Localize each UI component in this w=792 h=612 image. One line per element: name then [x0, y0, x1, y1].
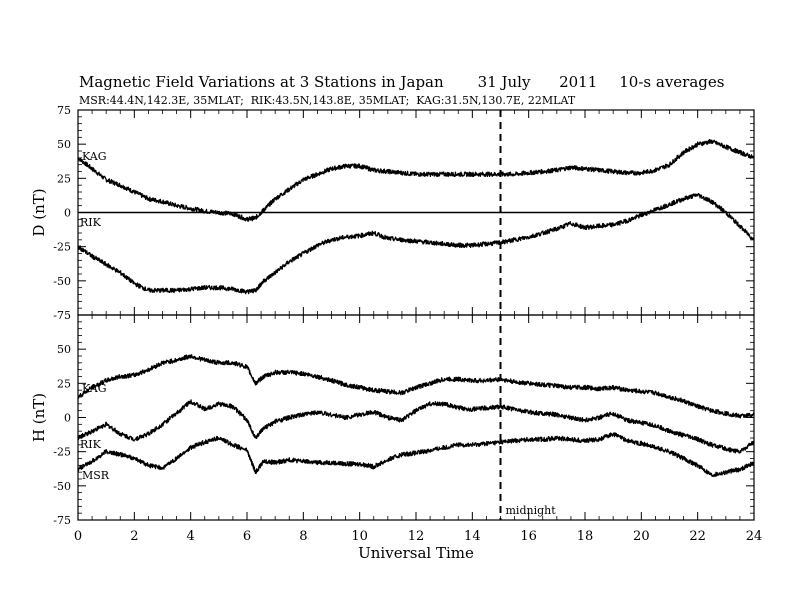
- y-tick-label: -25: [53, 241, 71, 254]
- x-tick-label: 2: [130, 529, 138, 544]
- y-tick-label: 0: [64, 412, 71, 425]
- y-tick-label: 0: [64, 207, 71, 220]
- x-tick-label: 24: [746, 529, 763, 544]
- series-label-rik: RIK: [80, 438, 102, 451]
- x-axis-label: Universal Time: [358, 544, 474, 562]
- series-line-kag: [77, 139, 755, 222]
- y-tick-label: 50: [57, 138, 71, 151]
- x-tick-label: 16: [520, 529, 537, 544]
- x-tick-label: 14: [464, 529, 481, 544]
- x-tick-label: 18: [577, 529, 594, 544]
- y-tick-label: -50: [53, 275, 71, 288]
- top-panel-d: 75 50 25 0 -25 -50 -75 D (nT) KAG RIK: [30, 104, 755, 322]
- y-tick-label: -75: [53, 309, 71, 322]
- title-date: 31 July 2011: [477, 73, 598, 91]
- title-main: Magnetic Field Variations at 3 Stations …: [79, 73, 444, 91]
- y-axis-label: H (nT): [30, 393, 48, 442]
- y-tick-label: -50: [53, 480, 71, 493]
- series-line-rik: [77, 399, 755, 454]
- x-tick-label: 12: [408, 529, 425, 544]
- series-line-rik: [77, 193, 755, 295]
- series-label-kag: KAG: [82, 150, 107, 163]
- series-label-kag: KAG: [82, 382, 107, 395]
- series-label-msr: MSR: [82, 469, 110, 482]
- y-tick-label: 25: [57, 377, 71, 390]
- series-line-kag: [77, 354, 755, 419]
- x-tick-label: 10: [351, 529, 368, 544]
- y-axis-label: D (nT): [30, 188, 48, 236]
- y-tick-label: 25: [57, 172, 71, 185]
- title-averaging: 10-s averages: [619, 73, 725, 91]
- y-tick-label: -25: [53, 446, 71, 459]
- series-line-msr: [77, 432, 755, 478]
- x-tick-label: 6: [243, 529, 251, 544]
- y-tick-label: 50: [57, 343, 71, 356]
- midnight-label: midnight: [506, 504, 557, 517]
- x-tick-label: 20: [633, 529, 650, 544]
- plot-frame: [77, 314, 755, 521]
- stations-subtitle: MSR:44.4N,142.3E, 35MLAT; RIK:43.5N,143.…: [79, 94, 576, 107]
- y-tick-label: 75: [57, 104, 71, 117]
- x-tick-label: 0: [74, 529, 82, 544]
- x-tick-label: 8: [299, 529, 307, 544]
- y-tick-label: -75: [53, 514, 71, 527]
- series-label-rik: RIK: [80, 216, 102, 229]
- chart-title: Magnetic Field Variations at 3 Stations …: [79, 73, 724, 91]
- x-tick-label: 22: [689, 529, 706, 544]
- x-tick-label: 4: [187, 529, 195, 544]
